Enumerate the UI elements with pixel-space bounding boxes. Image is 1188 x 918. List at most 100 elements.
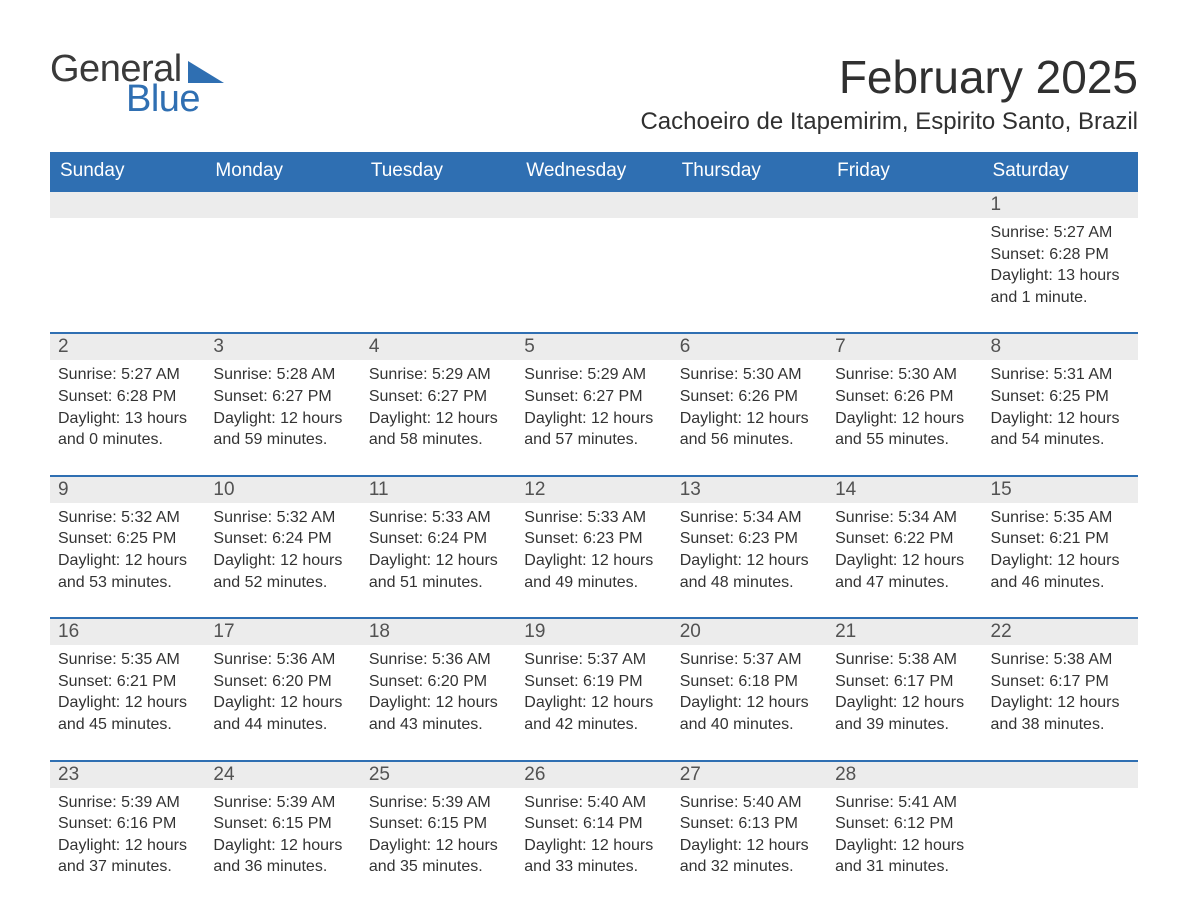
day-sunset-text: Sunset: 6:28 PM [991, 244, 1130, 266]
day-sunrise-text: Sunrise: 5:38 AM [991, 649, 1130, 671]
day-details-cell: Sunrise: 5:30 AMSunset: 6:26 PMDaylight:… [827, 360, 982, 460]
day-daylight2-text: and 42 minutes. [524, 714, 663, 736]
day-sunrise-text: Sunrise: 5:31 AM [991, 364, 1130, 386]
day-daylight2-text: and 48 minutes. [680, 572, 819, 594]
day-details-cell [672, 218, 827, 318]
day-label-mon: Monday [205, 152, 360, 192]
day-daylight1-text: Daylight: 12 hours [369, 408, 508, 430]
day-daylight2-text: and 1 minute. [991, 287, 1130, 309]
day-daylight1-text: Daylight: 12 hours [991, 408, 1130, 430]
day-sunrise-text: Sunrise: 5:39 AM [369, 792, 508, 814]
day-daylight2-text: and 56 minutes. [680, 429, 819, 451]
day-number-cell: 9 [50, 477, 205, 503]
day-daylight2-text: and 39 minutes. [835, 714, 974, 736]
day-daylight1-text: Daylight: 12 hours [213, 408, 352, 430]
day-sunset-text: Sunset: 6:17 PM [991, 671, 1130, 693]
calendar-week: 1Sunrise: 5:27 AMSunset: 6:28 PMDaylight… [50, 192, 1138, 318]
flag-icon [188, 61, 224, 83]
calendar-week: 9101112131415Sunrise: 5:32 AMSunset: 6:2… [50, 475, 1138, 603]
day-daylight1-text: Daylight: 12 hours [835, 692, 974, 714]
day-daylight1-text: Daylight: 12 hours [58, 692, 197, 714]
day-number-cell [983, 762, 1138, 788]
day-details-row: Sunrise: 5:39 AMSunset: 6:16 PMDaylight:… [50, 788, 1138, 888]
day-details-cell: Sunrise: 5:40 AMSunset: 6:13 PMDaylight:… [672, 788, 827, 888]
day-details-cell: Sunrise: 5:38 AMSunset: 6:17 PMDaylight:… [827, 645, 982, 745]
day-details-cell: Sunrise: 5:29 AMSunset: 6:27 PMDaylight:… [361, 360, 516, 460]
day-details-cell: Sunrise: 5:36 AMSunset: 6:20 PMDaylight:… [205, 645, 360, 745]
day-details-cell: Sunrise: 5:39 AMSunset: 6:16 PMDaylight:… [50, 788, 205, 888]
day-number-cell: 5 [516, 334, 671, 360]
day-sunrise-text: Sunrise: 5:30 AM [835, 364, 974, 386]
day-number-cell [205, 192, 360, 218]
day-label-thu: Thursday [672, 152, 827, 192]
day-daylight2-text: and 47 minutes. [835, 572, 974, 594]
day-sunset-text: Sunset: 6:18 PM [680, 671, 819, 693]
day-daylight2-text: and 40 minutes. [680, 714, 819, 736]
day-number-row: 16171819202122 [50, 619, 1138, 645]
day-details-cell [983, 788, 1138, 888]
day-details-row: Sunrise: 5:35 AMSunset: 6:21 PMDaylight:… [50, 645, 1138, 745]
day-details-cell: Sunrise: 5:27 AMSunset: 6:28 PMDaylight:… [50, 360, 205, 460]
day-details-cell: Sunrise: 5:41 AMSunset: 6:12 PMDaylight:… [827, 788, 982, 888]
calendar-header-row: Sunday Monday Tuesday Wednesday Thursday… [50, 152, 1138, 192]
brand-logo: General Blue [50, 50, 224, 118]
day-details-cell: Sunrise: 5:35 AMSunset: 6:21 PMDaylight:… [983, 503, 1138, 603]
day-daylight2-text: and 53 minutes. [58, 572, 197, 594]
day-daylight1-text: Daylight: 13 hours [58, 408, 197, 430]
day-daylight2-text: and 31 minutes. [835, 856, 974, 878]
calendar-week: 232425262728Sunrise: 5:39 AMSunset: 6:16… [50, 760, 1138, 888]
day-details-cell: Sunrise: 5:37 AMSunset: 6:19 PMDaylight:… [516, 645, 671, 745]
day-daylight2-text: and 0 minutes. [58, 429, 197, 451]
day-sunset-text: Sunset: 6:13 PM [680, 813, 819, 835]
calendar-week: 2345678Sunrise: 5:27 AMSunset: 6:28 PMDa… [50, 332, 1138, 460]
day-sunset-text: Sunset: 6:21 PM [991, 528, 1130, 550]
day-daylight1-text: Daylight: 12 hours [369, 692, 508, 714]
day-daylight1-text: Daylight: 12 hours [524, 692, 663, 714]
day-sunrise-text: Sunrise: 5:39 AM [213, 792, 352, 814]
day-daylight2-text: and 58 minutes. [369, 429, 508, 451]
day-daylight2-text: and 37 minutes. [58, 856, 197, 878]
day-number-cell: 22 [983, 619, 1138, 645]
day-number-cell: 2 [50, 334, 205, 360]
day-daylight1-text: Daylight: 12 hours [835, 550, 974, 572]
day-daylight1-text: Daylight: 12 hours [991, 692, 1130, 714]
day-sunrise-text: Sunrise: 5:34 AM [835, 507, 974, 529]
day-details-cell [827, 218, 982, 318]
day-daylight1-text: Daylight: 13 hours [991, 265, 1130, 287]
brand-name-part2: Blue [126, 80, 224, 118]
day-details-cell: Sunrise: 5:35 AMSunset: 6:21 PMDaylight:… [50, 645, 205, 745]
day-sunset-text: Sunset: 6:19 PM [524, 671, 663, 693]
day-daylight1-text: Daylight: 12 hours [213, 835, 352, 857]
day-daylight1-text: Daylight: 12 hours [991, 550, 1130, 572]
day-daylight2-text: and 44 minutes. [213, 714, 352, 736]
day-daylight1-text: Daylight: 12 hours [369, 835, 508, 857]
day-number-cell: 16 [50, 619, 205, 645]
day-sunset-text: Sunset: 6:23 PM [680, 528, 819, 550]
day-sunrise-text: Sunrise: 5:38 AM [835, 649, 974, 671]
day-sunrise-text: Sunrise: 5:40 AM [524, 792, 663, 814]
day-daylight2-text: and 38 minutes. [991, 714, 1130, 736]
day-details-cell: Sunrise: 5:40 AMSunset: 6:14 PMDaylight:… [516, 788, 671, 888]
day-details-cell: Sunrise: 5:39 AMSunset: 6:15 PMDaylight:… [205, 788, 360, 888]
day-sunset-text: Sunset: 6:25 PM [991, 386, 1130, 408]
day-daylight1-text: Daylight: 12 hours [213, 550, 352, 572]
day-daylight2-text: and 32 minutes. [680, 856, 819, 878]
day-daylight1-text: Daylight: 12 hours [213, 692, 352, 714]
day-sunset-text: Sunset: 6:17 PM [835, 671, 974, 693]
day-daylight2-text: and 36 minutes. [213, 856, 352, 878]
day-details-row: Sunrise: 5:27 AMSunset: 6:28 PMDaylight:… [50, 218, 1138, 318]
day-number-cell: 28 [827, 762, 982, 788]
day-daylight2-text: and 46 minutes. [991, 572, 1130, 594]
day-number-cell: 14 [827, 477, 982, 503]
day-sunrise-text: Sunrise: 5:41 AM [835, 792, 974, 814]
day-details-cell: Sunrise: 5:29 AMSunset: 6:27 PMDaylight:… [516, 360, 671, 460]
location-subtitle: Cachoeiro de Itapemirim, Espirito Santo,… [640, 108, 1138, 136]
day-sunset-text: Sunset: 6:14 PM [524, 813, 663, 835]
day-daylight1-text: Daylight: 12 hours [524, 408, 663, 430]
day-details-row: Sunrise: 5:32 AMSunset: 6:25 PMDaylight:… [50, 503, 1138, 603]
day-sunrise-text: Sunrise: 5:40 AM [680, 792, 819, 814]
day-sunrise-text: Sunrise: 5:27 AM [991, 222, 1130, 244]
calendar-table: Sunday Monday Tuesday Wednesday Thursday… [50, 152, 1138, 888]
day-sunrise-text: Sunrise: 5:33 AM [369, 507, 508, 529]
calendar-week: 16171819202122Sunrise: 5:35 AMSunset: 6:… [50, 617, 1138, 745]
